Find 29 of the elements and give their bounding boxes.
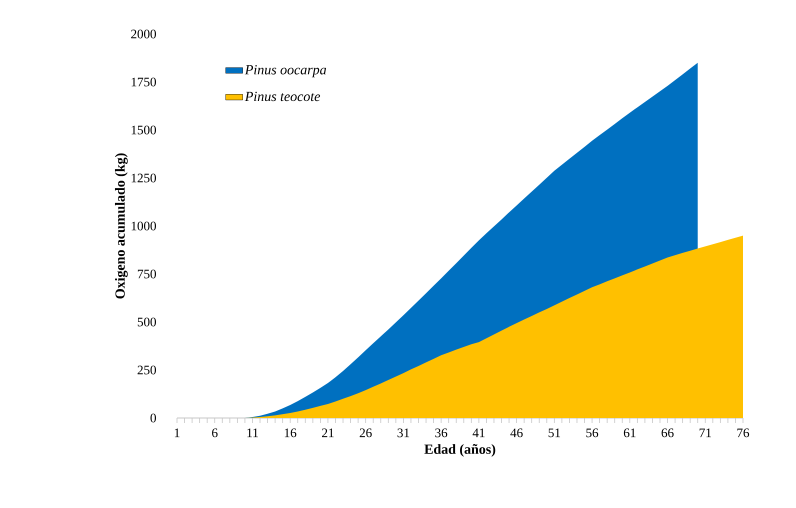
x-tick-label: 56 xyxy=(586,428,598,438)
y-axis-title: Oxigeno acumulado (kg) xyxy=(114,153,128,299)
legend-label: Pinus teocote xyxy=(244,92,320,102)
x-tick-label: 26 xyxy=(360,428,372,438)
y-tick-label: 250 xyxy=(138,366,156,374)
x-tick-label: 66 xyxy=(662,428,674,438)
y-tick-label: 1000 xyxy=(132,222,156,230)
x-tick-label: 51 xyxy=(548,428,560,438)
y-tick-label: 750 xyxy=(138,270,156,278)
x-tick-label: 16 xyxy=(284,428,296,438)
x-axis-title: Edad (años) xyxy=(424,444,496,457)
y-tick-label: 1750 xyxy=(132,78,156,86)
x-tick-label: 71 xyxy=(700,428,711,438)
legend-label: Pinus oocarpa xyxy=(244,65,326,78)
x-tick-label: 6 xyxy=(212,428,218,438)
x-tick-label: 76 xyxy=(737,428,750,438)
x-tick-label: 46 xyxy=(510,428,523,438)
x-tick-label: 21 xyxy=(322,428,334,438)
y-tick-label: 500 xyxy=(138,318,156,326)
y-tick-label: 1500 xyxy=(132,126,156,134)
x-tick-label: 61 xyxy=(624,428,636,438)
x-tick-label: 1 xyxy=(174,428,180,438)
y-tick-label: 0 xyxy=(150,414,156,422)
x-tick-label: 36 xyxy=(435,428,448,438)
x-tick-label: 41 xyxy=(472,428,485,438)
x-tick-label: 31 xyxy=(398,428,410,438)
y-tick-label: 2000 xyxy=(131,30,156,38)
y-tick-label: 1250 xyxy=(132,174,156,182)
x-tick-label: 11 xyxy=(247,428,258,438)
